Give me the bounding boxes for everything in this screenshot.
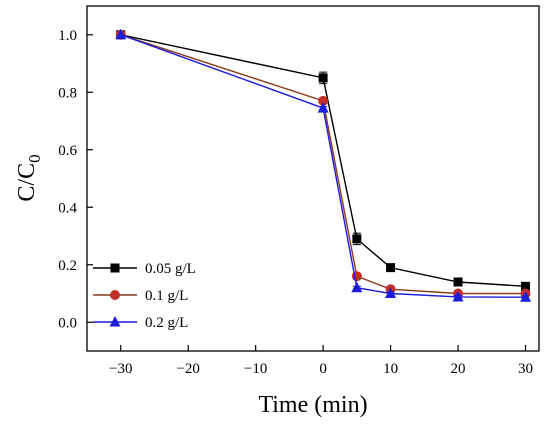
data-point (318, 73, 328, 83)
series-layer (115, 28, 532, 302)
data-point (453, 277, 463, 287)
y-axis-title-subscript: 0 (25, 154, 44, 163)
x-tick-label: −30 (109, 361, 132, 377)
data-point (521, 281, 531, 291)
data-point (385, 287, 397, 298)
x-tick-label: −20 (176, 361, 199, 377)
legend-item-0-05-g-l: 0.05 g/L (93, 261, 196, 277)
x-axis-title: Time (min) (258, 392, 367, 418)
data-point (386, 263, 396, 273)
data-point (115, 28, 127, 40)
plot-frame (86, 5, 540, 352)
legend-label: 0.05 g/L (145, 261, 196, 277)
x-tick-label: 10 (383, 361, 398, 377)
legend-label: 0.1 g/L (145, 288, 188, 304)
y-axis-title: C/C0 (14, 154, 44, 201)
series-0-05-g-l (116, 30, 531, 291)
y-tick-label: 0.6 (58, 143, 77, 159)
x-tick-label: 20 (451, 361, 466, 377)
data-point (317, 102, 329, 113)
series-line (120, 34, 526, 295)
series-line (120, 34, 526, 288)
series-0-2-g-l (115, 28, 532, 302)
legend-marker (110, 263, 120, 273)
legend: 0.05 g/L 0.1 g/L 0.2 g/L (93, 261, 196, 331)
x-tick-label: 0 (319, 361, 327, 377)
legend-item-0-1-g-l: 0.1 g/L (93, 288, 188, 304)
series-line (120, 34, 526, 298)
x-axis-ticks: −30 −20 −10 0 10 20 30 (109, 345, 533, 377)
x-tick-label: −10 (244, 361, 267, 377)
data-point (351, 281, 363, 293)
data-point (520, 291, 532, 302)
y-tick-label: 0.2 (58, 258, 77, 274)
legend-marker (109, 316, 121, 327)
legend-label: 0.2 g/L (145, 315, 188, 331)
y-axis-title-main: C/C (14, 163, 40, 202)
series-0-1-g-l (115, 29, 531, 299)
y-tick-label: 0.4 (58, 200, 77, 216)
data-point (352, 234, 362, 244)
legend-marker (110, 290, 120, 300)
y-axis-ticks: 0.0 0.2 0.4 0.6 0.8 1.0 (58, 28, 93, 331)
y-tick-label: 0.8 (58, 85, 77, 101)
data-point (318, 95, 329, 106)
y-tick-label: 1.0 (58, 28, 77, 44)
legend-item-0-2-g-l: 0.2 g/L (93, 315, 188, 331)
x-tick-label: 30 (518, 361, 533, 377)
data-point (452, 290, 464, 302)
y-tick-label: 0.0 (58, 315, 77, 331)
